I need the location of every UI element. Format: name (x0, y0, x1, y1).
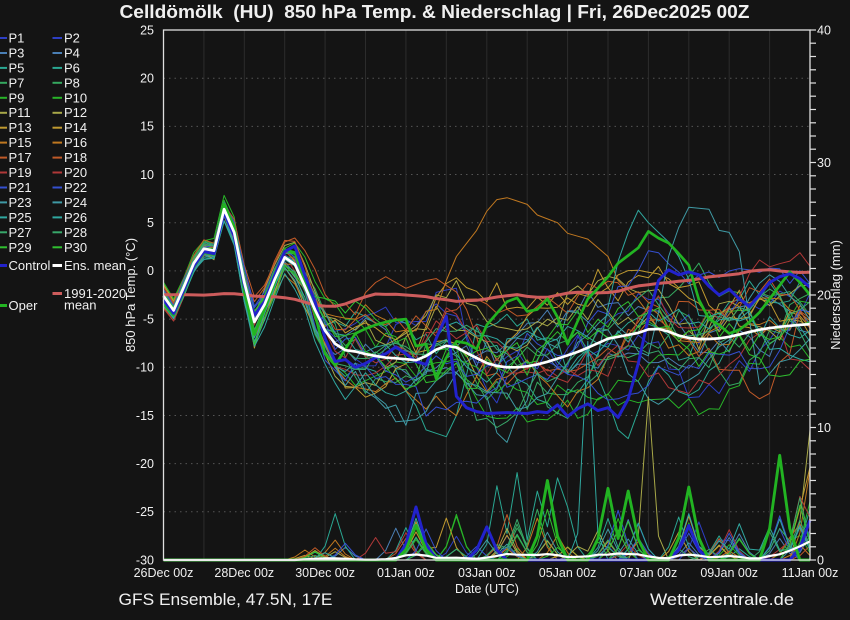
svg-text:Oper: Oper (9, 298, 39, 313)
svg-text:Wetterzentrale.de: Wetterzentrale.de (650, 590, 794, 609)
svg-text:P5: P5 (9, 60, 25, 75)
svg-text:10: 10 (140, 168, 154, 182)
svg-text:Ens. mean: Ens. mean (64, 258, 126, 273)
svg-text:P6: P6 (64, 60, 80, 75)
svg-text:P25: P25 (9, 210, 32, 225)
svg-text:P23: P23 (9, 195, 32, 210)
svg-text:26Dec 00z: 26Dec 00z (134, 566, 194, 580)
svg-text:P1: P1 (9, 31, 25, 46)
svg-text:P9: P9 (9, 90, 25, 105)
svg-text:09Jan 00z: 09Jan 00z (700, 566, 758, 580)
svg-text:0: 0 (147, 264, 154, 278)
svg-text:850 hPa Temp. (°C): 850 hPa Temp. (°C) (123, 238, 138, 352)
svg-text:P4: P4 (64, 46, 80, 61)
svg-text:-25: -25 (136, 505, 154, 519)
svg-text:11Jan 00z: 11Jan 00z (782, 566, 839, 580)
svg-text:mean: mean (64, 298, 97, 313)
svg-text:P22: P22 (64, 180, 87, 195)
svg-text:-30: -30 (136, 553, 154, 567)
svg-text:Control: Control (9, 258, 51, 273)
svg-text:07Jan 00z: 07Jan 00z (620, 566, 678, 580)
svg-text:P11: P11 (9, 105, 31, 120)
svg-text:P2: P2 (64, 31, 80, 46)
svg-text:-5: -5 (143, 312, 154, 326)
svg-text:28Dec 00z: 28Dec 00z (214, 566, 274, 580)
svg-text:05Jan 00z: 05Jan 00z (539, 566, 597, 580)
svg-text:P14: P14 (64, 120, 87, 135)
svg-text:03Jan 00z: 03Jan 00z (458, 566, 516, 580)
svg-text:GFS Ensemble, 47.5N, 17E: GFS Ensemble, 47.5N, 17E (119, 590, 333, 609)
svg-text:01Jan 00z: 01Jan 00z (377, 566, 435, 580)
svg-text:15: 15 (140, 120, 154, 134)
svg-text:P28: P28 (64, 225, 87, 240)
svg-text:P12: P12 (64, 105, 87, 120)
svg-text:P17: P17 (9, 150, 32, 165)
svg-text:P30: P30 (64, 240, 87, 255)
svg-text:P3: P3 (9, 46, 25, 61)
svg-text:30: 30 (817, 156, 831, 170)
svg-text:5: 5 (147, 216, 154, 230)
svg-text:P20: P20 (64, 165, 87, 180)
svg-text:1991-2020: 1991-2020 (64, 286, 126, 301)
svg-text:P8: P8 (64, 75, 80, 90)
svg-text:P24: P24 (64, 195, 87, 210)
svg-text:P15: P15 (9, 135, 32, 150)
svg-text:Date (UTC): Date (UTC) (455, 582, 519, 596)
svg-text:40: 40 (817, 23, 831, 37)
svg-text:0: 0 (817, 553, 824, 567)
svg-text:P18: P18 (64, 150, 87, 165)
svg-text:P26: P26 (64, 210, 87, 225)
svg-text:P16: P16 (64, 135, 87, 150)
svg-text:P10: P10 (64, 90, 87, 105)
svg-text:20: 20 (140, 72, 154, 86)
svg-text:10: 10 (817, 421, 831, 435)
svg-text:P7: P7 (9, 75, 25, 90)
svg-text:-15: -15 (136, 409, 154, 423)
svg-text:P21: P21 (9, 180, 32, 195)
svg-text:20: 20 (817, 288, 831, 302)
svg-text:P29: P29 (9, 240, 32, 255)
svg-text:25: 25 (140, 23, 154, 37)
svg-text:30Dec 00z: 30Dec 00z (295, 566, 355, 580)
svg-text:P13: P13 (9, 120, 32, 135)
svg-text:-10: -10 (136, 361, 154, 375)
svg-text:Niederschlag (mm): Niederschlag (mm) (828, 240, 843, 350)
svg-text:Celldömölk (HU) 850 hPa Temp: Celldömölk (HU) 850 hPa Temp. & Niedersc… (120, 2, 750, 22)
svg-text:P19: P19 (9, 165, 32, 180)
svg-text:P27: P27 (9, 225, 32, 240)
svg-text:-20: -20 (136, 457, 154, 471)
